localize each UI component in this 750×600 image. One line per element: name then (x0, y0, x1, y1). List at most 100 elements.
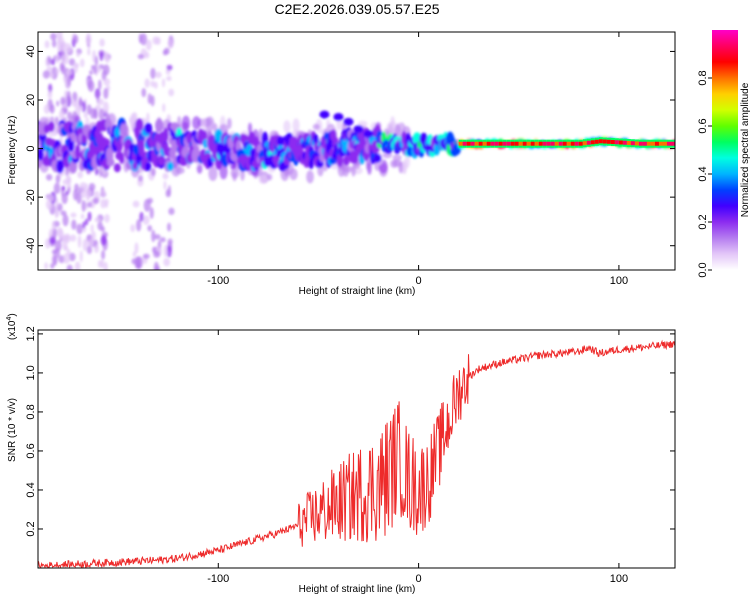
spectrogram-haze (181, 115, 191, 131)
snr-y-tick-label: 1.2 (25, 326, 37, 341)
spectrogram-speckle (141, 87, 147, 98)
spectrogram-speckle (149, 207, 154, 219)
spectrogram-speckle (87, 80, 95, 92)
spectrogram-speckle (70, 212, 77, 218)
band-core (670, 141, 675, 146)
spectrogram-speckle (45, 238, 51, 249)
spectrogram-speckle (91, 64, 95, 71)
spectrogram-speckle (87, 48, 91, 56)
spectrogram-speckle (94, 88, 101, 99)
spectrogram-speckle (77, 235, 82, 249)
spectrogram-speckle (57, 203, 63, 212)
spectrogram-speckle (150, 167, 156, 177)
spectrogram-speckle (82, 221, 86, 229)
band-core (542, 141, 547, 146)
spectrogram-cell (70, 131, 76, 142)
band-core (602, 139, 607, 144)
spectrogram-haze (196, 163, 203, 174)
band-core (550, 141, 555, 146)
spectrogram-speckle (167, 39, 174, 49)
spectrogram-y-tick-label: 40 (25, 45, 37, 57)
spectrogram-cell (308, 158, 314, 170)
band-core (650, 141, 655, 146)
spectrogram-cell (102, 138, 110, 147)
spectrogram-speckle (130, 224, 136, 233)
snr-y-label: SNR (10 * v/v) (7, 398, 18, 462)
spectrogram-speckle (55, 197, 59, 209)
spectrogram-speckle (100, 235, 107, 246)
spectrogram-cell (179, 155, 188, 167)
snr-y-tick-label: 0.8 (25, 404, 37, 419)
spectrogram-speckle (63, 252, 71, 264)
spectrogram-band (458, 137, 679, 148)
colorbar-tick-label: 0.2 (697, 214, 709, 229)
band-core (610, 140, 615, 145)
spectrogram-cell (56, 159, 64, 174)
spectrogram-speckle (80, 58, 85, 68)
band-core (634, 141, 639, 146)
band-core (546, 141, 551, 146)
spectrogram-speckle (95, 104, 101, 111)
spectrogram-speckle (62, 214, 69, 227)
spectrogram-speckle (72, 34, 79, 44)
spectrogram-speckle (168, 207, 175, 216)
spectrogram-haze (129, 113, 137, 130)
spectrogram-haze (258, 175, 268, 184)
colorbar: 0.0 0.2 0.4 0.6 0.8 Normalized spectral ampl… (697, 30, 750, 278)
spectrogram-speckle (53, 182, 61, 194)
band-core (618, 140, 623, 145)
spectrogram-branch-cell (363, 130, 374, 138)
spectrogram-haze (392, 154, 402, 162)
spectrogram-cell (47, 121, 55, 132)
band-outer (675, 140, 679, 148)
band-core (538, 141, 543, 146)
spectrogram-speckle (71, 219, 77, 230)
band-core (566, 141, 571, 146)
spectrogram-speckle (76, 51, 80, 58)
spectrogram-speckle (61, 185, 66, 191)
band-core (518, 141, 523, 146)
spectrogram-speckle (136, 219, 142, 232)
spectrogram-speckle (51, 220, 56, 231)
spectrogram-speckle (60, 41, 67, 52)
band-core (534, 141, 539, 146)
spectrogram-y-label: Frequency (Hz) (7, 116, 18, 185)
spectrogram-speckle (67, 75, 71, 87)
snr-x-tick-label: -100 (207, 573, 229, 585)
spectrogram-speckle (163, 257, 171, 267)
band-core (474, 141, 479, 146)
spectrogram-speckle (55, 174, 61, 184)
spectrogram-haze (351, 165, 356, 177)
spectrogram-speckle (150, 80, 155, 88)
spectrogram-speckle (166, 75, 172, 82)
spectrogram-haze (292, 118, 300, 133)
spectrogram-haze (404, 154, 410, 169)
spectrogram-speckle (86, 245, 93, 255)
spectrogram-cell (162, 127, 169, 142)
spectrogram-speckle (68, 252, 76, 262)
spectrogram-speckle (154, 234, 161, 240)
spectrogram-speckle (72, 91, 78, 103)
spectrogram-haze (367, 159, 372, 175)
spectrogram-speckle (63, 53, 69, 65)
spectrogram-speckle (43, 104, 50, 114)
spectrogram-speckle (56, 100, 60, 107)
spectrogram-speckle (64, 233, 71, 244)
band-core (574, 141, 579, 146)
spectrogram-speckle (145, 39, 152, 51)
spectrogram-y-tick-label: 0 (25, 146, 37, 152)
spectrogram-speckle (166, 64, 173, 71)
spectrogram-speckle (49, 104, 55, 114)
spectrogram-speckle (154, 71, 162, 79)
spectrogram-speckle (94, 168, 99, 176)
band-core (662, 141, 667, 146)
spectrogram-speckle (160, 237, 166, 243)
spectrogram-speckle (49, 236, 56, 245)
spectrogram-speckle (103, 64, 110, 76)
band-core (470, 141, 475, 146)
spectrogram-speckle (167, 238, 173, 245)
snr-panel: -100 0 100 0.2 0.4 0.6 0.8 1.0 1.2 Height of str… (6, 313, 676, 595)
spectrogram-haze (230, 168, 240, 179)
figure-title: C2E2.2026.039.05.57.E25 (274, 1, 439, 17)
spectrogram-speckle (147, 225, 153, 232)
